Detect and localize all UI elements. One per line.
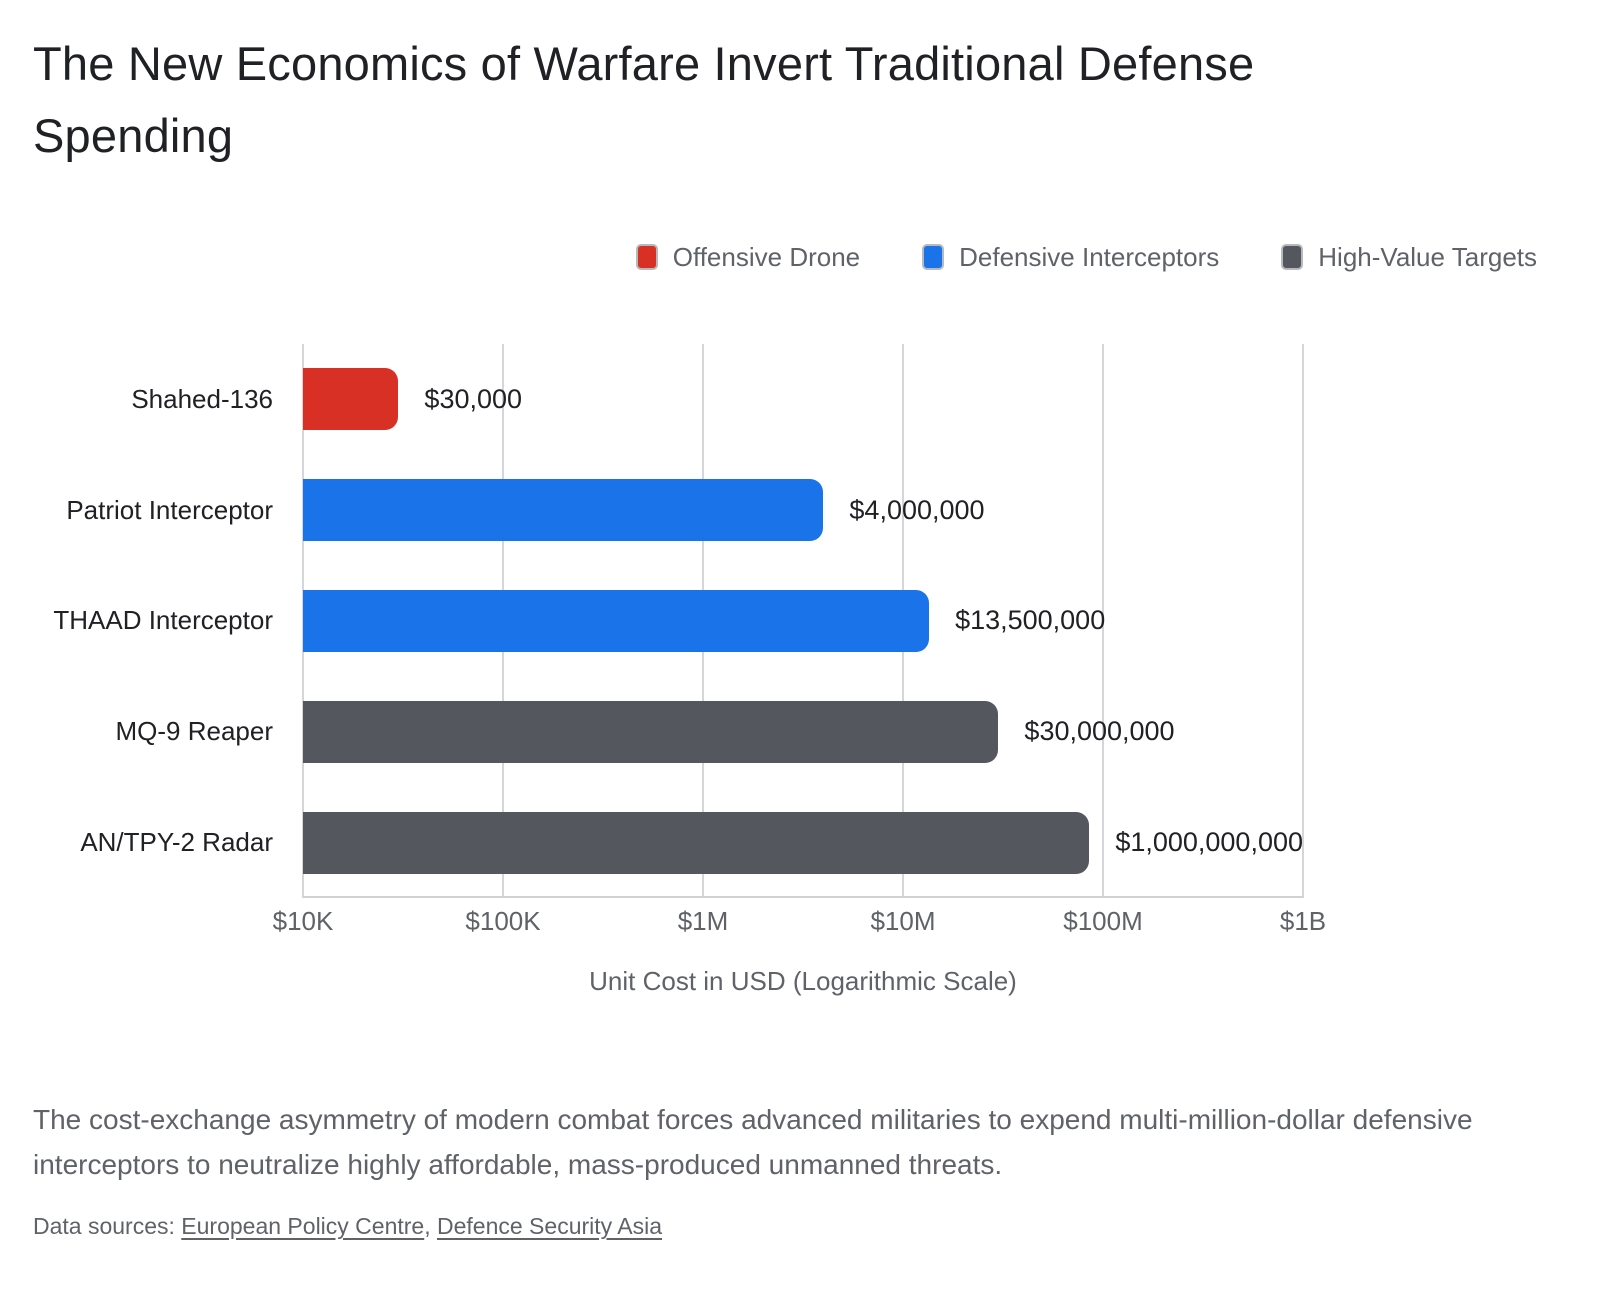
bar-value-label: $30,000,000 — [1024, 716, 1175, 747]
source-link-european-policy-centre[interactable]: European Policy Centre — [181, 1213, 425, 1239]
legend-item: Defensive Interceptors — [922, 242, 1219, 273]
bar-value-label: $30,000 — [424, 383, 523, 414]
bar-chart: Shahed-136 Patriot Interceptor THAAD Inter… — [33, 344, 1567, 997]
bar-row: $30,000,000 — [303, 676, 1303, 787]
x-tick-label: $10K — [272, 906, 334, 936]
bar — [303, 811, 1090, 874]
bar-row: $4,000,000 — [303, 455, 1303, 566]
category-label: AN/TPY-2 Radar — [80, 827, 273, 858]
x-tick-label: $10M — [870, 906, 936, 936]
category-axis: Shahed-136 Patriot Interceptor THAAD Inter… — [33, 344, 303, 898]
category-label: MQ-9 Reaper — [115, 716, 274, 747]
bar — [303, 479, 824, 542]
plot-area: $30,000 $4,000,000 $13,500,000 $30,000,000 $… — [302, 344, 1304, 898]
bar-value-label: $13,500,000 — [955, 605, 1106, 636]
x-tick-label: $100M — [1063, 906, 1143, 936]
chart-title: The New Economics of Warfare Invert Trad… — [33, 37, 1255, 162]
category-label: Shahed-136 — [131, 383, 273, 414]
legend-swatch-icon — [635, 244, 658, 270]
bar-row: $1,000,000,000 — [303, 787, 1303, 898]
sources-separator: , — [424, 1213, 437, 1239]
bar-row: $30,000 — [303, 344, 1303, 455]
category-label: THAAD Interceptor — [53, 605, 273, 636]
x-tick-label: $1B — [1279, 906, 1327, 936]
legend-label: Offensive Drone — [672, 241, 861, 272]
legend-label: High-Value Targets — [1318, 241, 1537, 272]
data-sources: Data sources: European Policy Centre, De… — [33, 1213, 1567, 1240]
x-axis: $10K $100K $1M $10M $100M $1B — [273, 906, 1327, 944]
chart-caption: The cost-exchange asymmetry of modern co… — [33, 1104, 1473, 1180]
category-label: Patriot Interceptor — [66, 494, 273, 525]
legend-swatch-icon — [922, 244, 945, 270]
bar-value-label: $1,000,000,000 — [1115, 827, 1303, 858]
x-tick-label: $1M — [677, 906, 729, 936]
sources-prefix: Data sources: — [33, 1213, 182, 1239]
bar — [303, 700, 999, 763]
legend-item: High-Value Targets — [1281, 242, 1537, 273]
plot-grid: Shahed-136 Patriot Interceptor THAAD Inter… — [33, 344, 1567, 898]
bar — [303, 589, 930, 652]
gridline — [1302, 344, 1304, 898]
legend-label: Defensive Interceptors — [959, 241, 1220, 272]
gridline — [1102, 344, 1104, 898]
bar — [303, 368, 399, 431]
legend: Offensive Drone Defensive Interceptors Hig… — [33, 242, 1567, 272]
source-link-defence-security-asia[interactable]: Defence Security Asia — [437, 1213, 663, 1239]
legend-item: Offensive Drone — [635, 241, 861, 273]
bar-value-label: $4,000,000 — [849, 494, 985, 525]
legend-swatch-icon — [1281, 244, 1304, 270]
x-tick-label: $100K — [465, 906, 541, 936]
bar-row: $13,500,000 — [303, 566, 1303, 677]
x-axis-baseline — [303, 896, 1303, 898]
x-axis-title: Unit Cost in USD (Logarithmic Scale) — [589, 966, 1017, 996]
